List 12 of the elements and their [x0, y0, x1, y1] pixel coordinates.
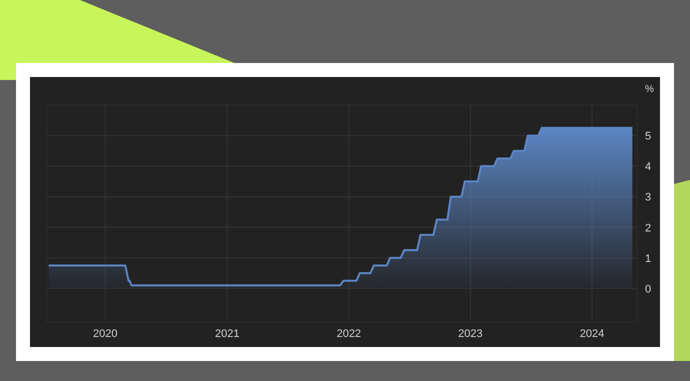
y-tick-label: 5	[645, 130, 652, 143]
y-axis-title: %	[645, 84, 654, 95]
y-tick-label: 0	[645, 283, 652, 296]
x-tick-label: 2022	[336, 328, 362, 340]
x-tick-label: 2021	[214, 328, 240, 340]
x-tick-label: 2020	[93, 328, 118, 340]
x-tick-label: 2024	[580, 328, 604, 340]
y-tick-label: 4	[645, 161, 652, 174]
x-tick-label: 2023	[458, 328, 483, 340]
y-tick-label: 2	[645, 222, 652, 234]
y-tick-label: 3	[645, 192, 652, 204]
y-tick-label: 1	[645, 252, 652, 265]
